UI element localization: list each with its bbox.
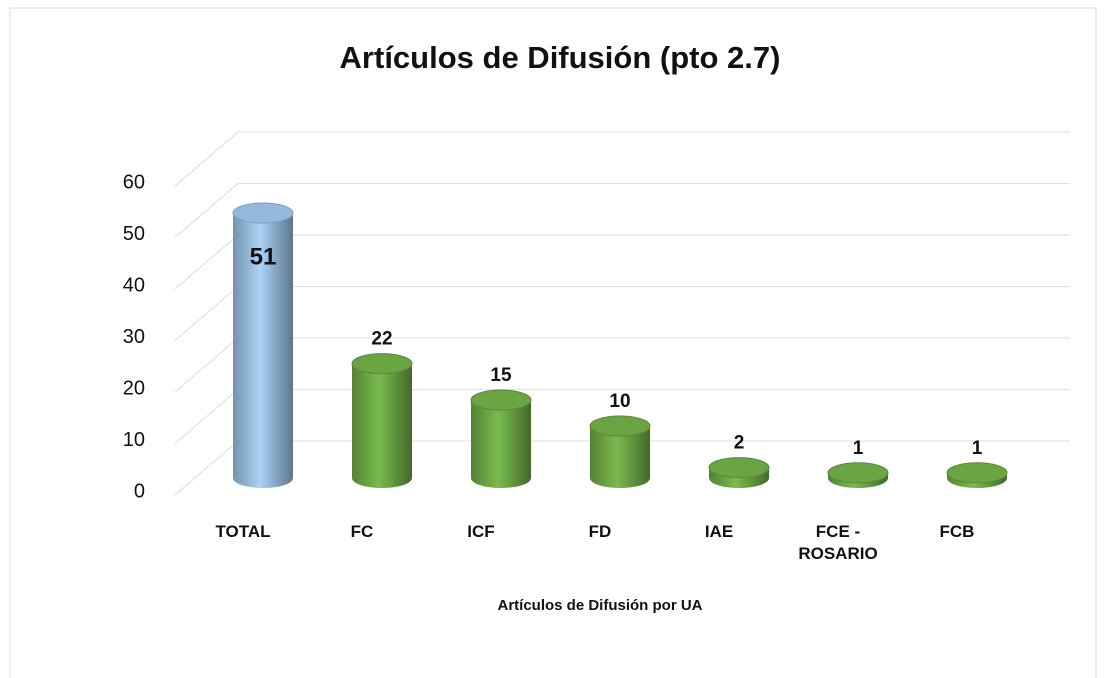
value-label: 1 <box>853 438 864 459</box>
bar-top <box>708 457 770 479</box>
bar-top <box>232 202 294 224</box>
bar-top <box>946 462 1008 484</box>
value-label: 15 <box>490 365 512 386</box>
bar <box>233 213 293 488</box>
x-tick-label: TOTAL <box>215 522 271 541</box>
x-tick-label: IAE <box>704 522 734 541</box>
x-tick-label: FCE - ROSARIO <box>798 522 878 563</box>
value-label: 10 <box>609 391 630 412</box>
value-label: 1 <box>972 438 983 459</box>
grid-line <box>174 285 1070 341</box>
x-tick-label: FD <box>588 522 612 541</box>
x-tick-label: ICF <box>467 522 495 541</box>
bar-top <box>589 415 651 437</box>
value-label: 22 <box>371 329 392 350</box>
y-tick-label: 30 <box>123 326 145 348</box>
grid-line <box>174 182 1070 238</box>
y-tick-label: 40 <box>123 274 145 296</box>
bar <box>471 400 531 488</box>
grid-line <box>174 234 1070 290</box>
bar-top <box>470 389 532 411</box>
y-tick-label: 60 <box>123 171 145 193</box>
y-tick-label: 50 <box>123 223 145 245</box>
bar <box>590 426 650 488</box>
y-tick-label: 20 <box>123 377 145 399</box>
grid-line <box>174 337 1070 393</box>
bar-top <box>827 462 889 484</box>
y-tick-label: 0 <box>134 480 145 502</box>
bar-top <box>351 353 413 375</box>
value-label: 2 <box>734 433 745 454</box>
x-tick-label: FC <box>350 522 374 541</box>
chart-border <box>9 7 1097 678</box>
value-label: 51 <box>250 243 277 270</box>
bar <box>352 363 412 488</box>
chart-title: Artículos de Difusión (pto 2.7) <box>340 40 781 75</box>
grid-line <box>174 131 1070 187</box>
x-tick-label: FCB <box>939 522 975 541</box>
y-tick-label: 10 <box>123 429 145 451</box>
x-axis-label: Artículos de Difusión por UA <box>497 597 702 614</box>
